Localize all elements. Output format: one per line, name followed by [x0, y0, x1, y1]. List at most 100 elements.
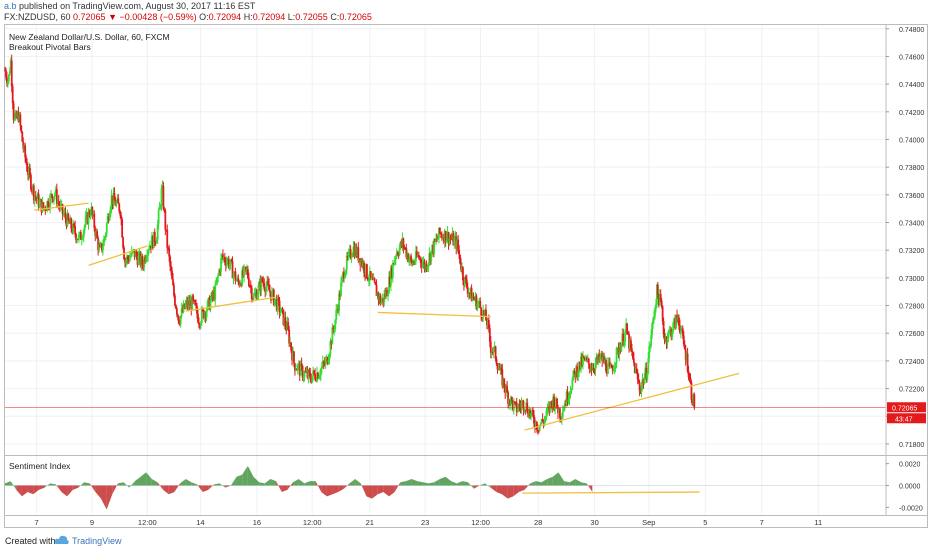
candle-body [387, 293, 389, 297]
candle-body [147, 250, 149, 256]
candle-body [670, 329, 673, 338]
candle-body [203, 312, 206, 319]
candle-body [601, 353, 604, 361]
candle-body [350, 256, 353, 259]
candle-body [621, 333, 624, 344]
candle-body [296, 364, 299, 370]
last-price-tag [887, 402, 926, 413]
candle-body [447, 232, 450, 244]
candle-body [355, 246, 358, 257]
author-link[interactable]: a.b [4, 1, 17, 11]
high-label: H: [243, 12, 253, 22]
candle-body [113, 192, 116, 201]
candle-body [126, 256, 129, 259]
candle-body [532, 409, 534, 416]
candle-body [690, 382, 693, 400]
candle-body [295, 369, 298, 371]
candle-body [217, 274, 220, 278]
candle-body [109, 207, 112, 215]
candle-body [290, 342, 292, 351]
candle-body [145, 258, 148, 262]
sentiment-area [242, 465, 248, 486]
candle-body [334, 319, 337, 330]
candle-body [219, 270, 221, 272]
candle-body [284, 317, 287, 327]
candle-body [348, 249, 351, 252]
sentiment-area [123, 482, 130, 488]
candle-body [324, 359, 327, 365]
candle-body [288, 329, 291, 344]
price-trendline [88, 245, 148, 267]
candle-body [394, 256, 397, 260]
sentiment-area [326, 485, 333, 497]
tradingview-link[interactable]: TradingView [72, 536, 122, 546]
candle-body [380, 302, 383, 304]
candle-body [625, 323, 628, 332]
candle-body [73, 223, 76, 227]
sentiment-area [84, 482, 90, 486]
candle-body [232, 273, 235, 279]
candle-body [54, 189, 57, 194]
candle-body [535, 421, 537, 428]
open-value: 0.72094 [208, 12, 242, 22]
sentiment-area [434, 478, 440, 486]
candle-body [391, 267, 393, 278]
candle-body [337, 309, 340, 311]
candle-body [657, 294, 660, 306]
candle-body [691, 399, 694, 406]
candle-body [644, 367, 647, 378]
candle-body [549, 401, 552, 411]
candle-body [239, 283, 242, 286]
candle-body [184, 303, 187, 309]
candle-body [608, 362, 611, 366]
candle-body [413, 261, 415, 264]
time-tick-label: 28 [534, 518, 542, 527]
candle-body [453, 238, 456, 246]
price-tick-label: 0.72200 [899, 387, 924, 394]
low-label: L: [287, 12, 296, 22]
close-label: C: [330, 12, 340, 22]
candle-body [160, 188, 163, 207]
candle-body [171, 270, 173, 280]
candle-body [213, 291, 216, 300]
candle-body [411, 260, 413, 265]
candle-body [497, 368, 500, 370]
candle-body [662, 321, 665, 335]
candle-body [530, 413, 533, 417]
candle-body [437, 238, 439, 240]
candle-body [629, 340, 631, 349]
candle-body [489, 341, 492, 353]
sentiment-area [168, 485, 175, 495]
sentiment-area [349, 478, 356, 486]
candle-body [501, 369, 504, 386]
candle-body [255, 292, 258, 300]
candle-body [254, 292, 257, 295]
candle-body [687, 371, 690, 378]
sentiment-area [236, 474, 243, 486]
candle-body [7, 74, 10, 82]
candle-body [235, 280, 238, 282]
candle-body [181, 308, 184, 312]
candle-body [183, 303, 186, 309]
candle-body [463, 276, 466, 286]
candle-body [391, 263, 394, 278]
candle-body [464, 276, 467, 280]
countdown-tag [887, 413, 926, 424]
candle-body [554, 407, 557, 410]
sentiment-area [507, 485, 514, 499]
candle-body [630, 340, 632, 349]
candle-body [38, 200, 41, 207]
candle-body [603, 356, 605, 364]
time-tick-label: Sep [642, 518, 655, 527]
candle-body [367, 280, 370, 282]
candle-body [330, 340, 333, 345]
candle-body [162, 185, 165, 209]
candle-body [450, 238, 453, 240]
candle-body [86, 213, 89, 224]
candle-body [214, 284, 217, 300]
candle-body [480, 307, 483, 316]
candle-body [533, 415, 535, 424]
sentiment-area [411, 478, 418, 486]
candle-body [305, 370, 308, 372]
